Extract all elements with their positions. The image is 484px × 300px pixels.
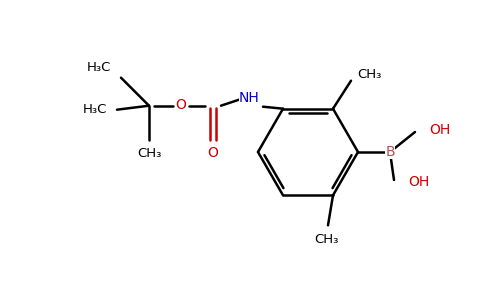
Text: NH: NH xyxy=(239,91,259,105)
Text: CH₃: CH₃ xyxy=(314,233,338,246)
Text: H₃C: H₃C xyxy=(87,61,111,74)
Text: B: B xyxy=(385,145,395,159)
Text: H₃C: H₃C xyxy=(83,103,107,116)
Text: O: O xyxy=(176,98,186,112)
Text: OH: OH xyxy=(429,123,450,137)
Text: CH₃: CH₃ xyxy=(357,68,381,81)
Text: OH: OH xyxy=(408,175,429,189)
Text: O: O xyxy=(208,146,218,160)
Text: CH₃: CH₃ xyxy=(137,147,161,160)
